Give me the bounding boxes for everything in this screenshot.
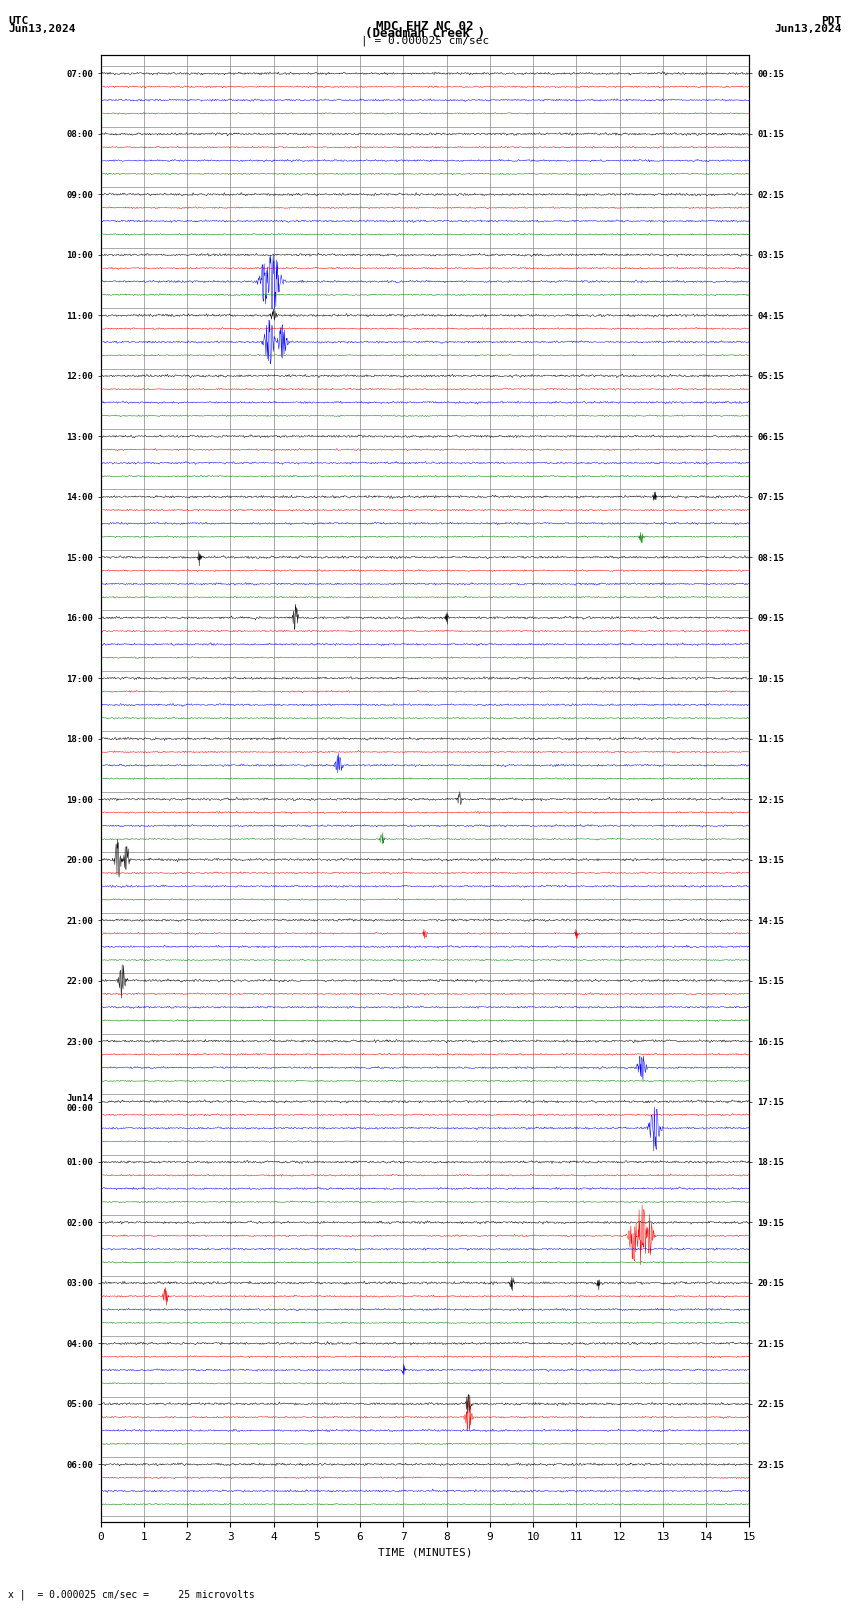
Text: | = 0.000025 cm/sec: | = 0.000025 cm/sec [361,35,489,47]
Text: UTC: UTC [8,16,29,26]
Text: PDT: PDT [821,16,842,26]
Text: x |  = 0.000025 cm/sec =     25 microvolts: x | = 0.000025 cm/sec = 25 microvolts [8,1589,255,1600]
Text: (Deadman Creek ): (Deadman Creek ) [365,27,485,40]
X-axis label: TIME (MINUTES): TIME (MINUTES) [377,1548,473,1558]
Text: MDC EHZ NC 02: MDC EHZ NC 02 [377,19,473,34]
Text: Jun13,2024: Jun13,2024 [774,24,842,34]
Text: Jun13,2024: Jun13,2024 [8,24,76,34]
